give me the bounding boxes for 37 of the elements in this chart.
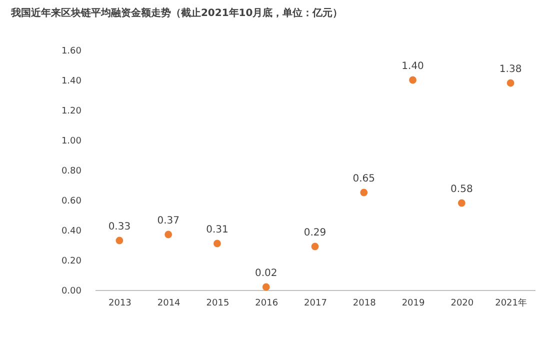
text: 0.29 — [304, 228, 326, 238]
y-tick-label: 0.40 — [61, 226, 82, 236]
y-tick-label: 0.00 — [61, 286, 82, 296]
point — [311, 242, 319, 250]
text: 0.02 — [254, 268, 278, 279]
y-tick-label: 0.80 — [61, 166, 82, 176]
x-tick-label: 2016 — [255, 298, 278, 308]
x-tick-label: 2018 — [352, 298, 376, 308]
x-tick-label: 2015 — [206, 298, 230, 308]
y-tick-label: 1.60 — [61, 46, 82, 56]
point — [506, 79, 514, 87]
point — [164, 230, 172, 238]
y-tick-label: 0.60 — [61, 196, 82, 206]
text: 1.38 — [499, 64, 522, 75]
x-tick-label: 2013 — [108, 298, 132, 308]
y-tick-label: 1.40 — [61, 76, 82, 86]
chart-title: 我国近年来区块链平均融资金额走势（截止2021年10月底，单位：亿元） — [10, 7, 343, 19]
x-tick-label: 2014 — [157, 298, 181, 308]
y-tick-label: 1.00 — [61, 136, 82, 146]
point — [262, 283, 270, 291]
point — [214, 240, 221, 248]
x-tick-label: 2017 — [304, 298, 327, 308]
x-tick-label: 2021年 — [495, 298, 528, 308]
point — [458, 199, 466, 207]
point — [116, 236, 124, 244]
y-tick-label: 1.20 — [61, 106, 82, 116]
point — [409, 76, 416, 84]
x-tick-label: 2020 — [450, 298, 474, 308]
point — [360, 188, 368, 196]
text: 0.33 — [108, 222, 131, 232]
y-tick-label: 0.20 — [61, 256, 82, 266]
text: 0.58 — [450, 184, 473, 195]
x-tick-label: 2019 — [402, 298, 426, 308]
text: 1.40 — [402, 61, 424, 72]
text: 0.37 — [157, 216, 180, 226]
text: 0.31 — [206, 224, 228, 236]
text: 0.65 — [352, 174, 376, 184]
